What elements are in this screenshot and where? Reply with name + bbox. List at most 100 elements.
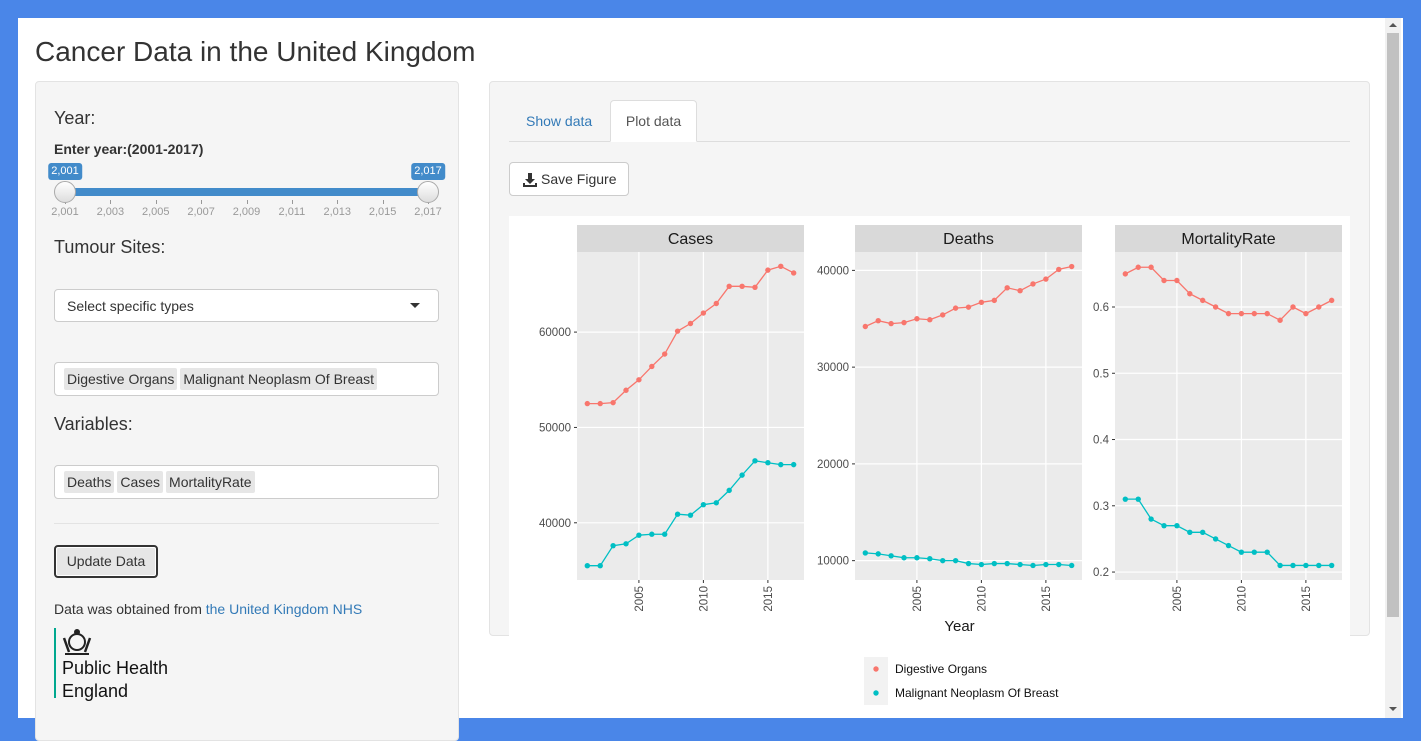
slider-grid-label: 2,013 xyxy=(323,206,352,218)
facet-strip xyxy=(1115,225,1342,252)
data-point xyxy=(739,283,745,290)
y-tick-label: 0.2 xyxy=(1093,567,1109,579)
data-point xyxy=(978,561,985,568)
data-point xyxy=(1122,496,1129,502)
data-point xyxy=(901,319,907,326)
slider-grid-label: 2,005 xyxy=(141,206,170,218)
facet-title: Deaths xyxy=(943,231,994,248)
data-point xyxy=(1135,496,1141,502)
data-point xyxy=(726,487,732,494)
scroll-arrows xyxy=(1389,23,1397,711)
data-point xyxy=(752,284,758,290)
data-point xyxy=(965,304,972,310)
data-point xyxy=(610,542,616,549)
variables-heading: Variables: xyxy=(54,414,133,434)
x-tick-label: 2005 xyxy=(1172,586,1184,612)
data-point xyxy=(1017,288,1023,294)
update-button[interactable]: Update Data xyxy=(54,545,158,578)
y-tick-label: 20000 xyxy=(817,459,849,471)
data-point xyxy=(1174,522,1180,529)
slider-grid-label: 2,011 xyxy=(278,206,306,218)
data-point xyxy=(700,501,707,508)
data-point xyxy=(687,320,694,327)
data-point xyxy=(888,553,894,559)
tab-active[interactable]: Plot data xyxy=(610,100,697,142)
data-point xyxy=(1187,529,1193,535)
data-point xyxy=(1212,304,1219,310)
data-point xyxy=(1264,310,1270,317)
select-placeholder: Select specific types xyxy=(67,298,194,314)
selected-tag[interactable]: Deaths xyxy=(64,471,115,493)
data-point xyxy=(952,557,959,564)
slider-grid-label: 2,015 xyxy=(368,206,397,218)
logo-line: England xyxy=(62,681,129,701)
data-point xyxy=(649,363,655,370)
selected-tag[interactable]: Cases xyxy=(117,471,164,493)
data-point xyxy=(778,461,784,468)
data-point xyxy=(1004,285,1010,291)
x-tick-label: 2010 xyxy=(976,586,988,612)
variable-tags[interactable]: Deaths Cases MortalityRate xyxy=(54,465,439,499)
data-point xyxy=(662,531,668,537)
data-point xyxy=(1328,297,1335,304)
x-axis-label: Year xyxy=(944,618,974,635)
data-point xyxy=(790,270,797,276)
data-point xyxy=(1056,561,1062,568)
data-point xyxy=(1174,277,1180,284)
data-point xyxy=(1017,561,1023,568)
data-point xyxy=(1328,562,1335,569)
slider-from: 2,001 xyxy=(48,163,82,180)
data-point xyxy=(1277,317,1283,323)
save-button[interactable]: Save Figure xyxy=(509,162,629,196)
data-point xyxy=(584,562,591,569)
selected-tag[interactable]: Malignant Neoplasm Of Breast xyxy=(180,368,378,390)
data-point xyxy=(597,400,603,407)
data-point xyxy=(1030,562,1036,569)
data-point xyxy=(687,512,694,518)
download-icon xyxy=(523,173,537,187)
data-point xyxy=(1303,562,1309,569)
data-point xyxy=(674,511,681,517)
data-point xyxy=(610,399,616,406)
selected-tag[interactable]: Digestive Organs xyxy=(64,368,178,390)
tumour-heading: Tumour Sites: xyxy=(54,237,166,257)
y-tick-label: 60000 xyxy=(539,327,571,339)
slider-handle[interactable] xyxy=(54,181,76,203)
data-point xyxy=(1122,271,1129,277)
tab[interactable]: Show data xyxy=(526,113,593,129)
data-point xyxy=(1225,310,1232,317)
data-point xyxy=(1043,561,1049,568)
slider-grid-tick xyxy=(246,200,248,204)
data-point xyxy=(1068,263,1075,270)
data-point xyxy=(790,461,797,468)
slider-grid-label: 2,001 xyxy=(51,206,79,218)
slider-handle[interactable] xyxy=(417,181,439,203)
tab-underline xyxy=(509,141,1350,142)
slider-grid-label: 2,009 xyxy=(232,206,261,218)
selected-tag[interactable]: MortalityRate xyxy=(166,471,255,493)
source-link[interactable]: the United Kingdom NHS xyxy=(205,601,363,617)
logo-bar xyxy=(54,628,56,698)
y-tick-label: 40000 xyxy=(539,518,571,530)
data-point xyxy=(636,532,642,538)
data-point xyxy=(597,562,603,569)
tumour-select[interactable]: Select specific types xyxy=(54,289,439,322)
data-point xyxy=(1148,264,1154,270)
data-point xyxy=(901,555,907,561)
x-tick-label: 2010 xyxy=(1236,586,1248,612)
data-point xyxy=(1290,562,1296,569)
scroll-thumb[interactable] xyxy=(1387,33,1399,617)
data-point xyxy=(1004,560,1010,567)
facet-strip xyxy=(577,225,804,252)
data-point xyxy=(1200,529,1206,535)
legend-marker xyxy=(873,690,879,696)
legend-label: Malignant Neoplasm Of Breast xyxy=(895,686,1059,700)
data-point xyxy=(1238,310,1245,317)
data-point xyxy=(700,310,707,316)
data-point xyxy=(739,472,745,478)
tumour-tags[interactable]: Digestive Organs Malignant Neoplasm Of Br… xyxy=(54,362,439,396)
data-point xyxy=(713,300,719,307)
data-point xyxy=(623,387,629,393)
data-point xyxy=(1200,297,1206,304)
